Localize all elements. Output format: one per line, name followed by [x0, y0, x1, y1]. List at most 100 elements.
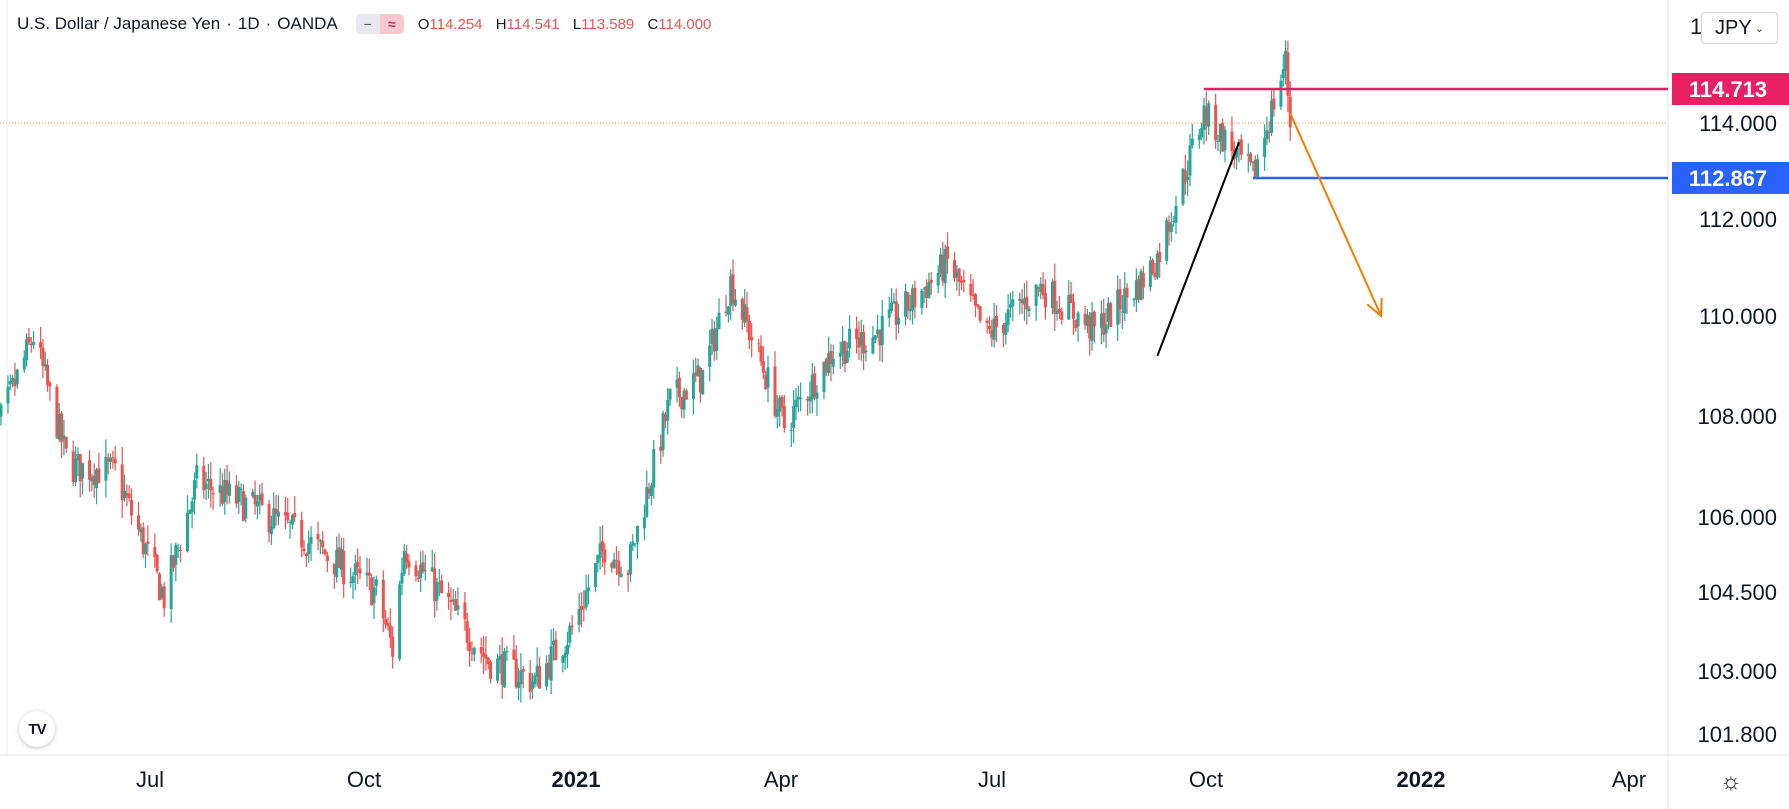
- support-price-tag[interactable]: [1672, 162, 1789, 194]
- candle-body: [192, 480, 196, 500]
- candle-body: [225, 480, 229, 495]
- candle-body: [190, 501, 194, 513]
- candle-body: [57, 413, 61, 440]
- candle-body: [339, 548, 343, 570]
- candle-body: [482, 652, 486, 657]
- y-tick-label: 106.000: [1697, 505, 1777, 530]
- candle-body: [204, 483, 208, 489]
- candle-body: [829, 351, 833, 364]
- candle-body: [943, 248, 947, 284]
- candle-body: [1043, 292, 1047, 308]
- candle-body: [484, 654, 488, 659]
- candle-body: [845, 350, 849, 363]
- candle-body: [300, 519, 304, 548]
- candle-body: [25, 339, 29, 361]
- candle-body: [894, 301, 898, 325]
- gear-icon[interactable]: ☼: [1720, 768, 1742, 795]
- tradingview-logo-icon[interactable]: TV: [19, 711, 55, 747]
- candle-body: [39, 342, 43, 348]
- candle-body: [293, 512, 297, 518]
- candle-body: [370, 577, 374, 606]
- x-tick-label: Apr: [764, 767, 798, 792]
- candle-body: [584, 590, 588, 608]
- candle-body: [764, 374, 768, 390]
- candle-body: [1123, 288, 1127, 314]
- candle-body: [1167, 222, 1171, 232]
- candle-body: [642, 517, 646, 529]
- resistance-price-tag[interactable]: [1672, 73, 1789, 105]
- candle-body: [1039, 283, 1043, 293]
- candle-body: [659, 446, 663, 452]
- candle-body: [220, 486, 224, 504]
- candle-body: [414, 565, 418, 577]
- candle-body: [936, 273, 940, 286]
- candle-body: [619, 573, 623, 577]
- candle-body: [32, 341, 36, 346]
- y-tick-label: 108.000: [1697, 404, 1777, 429]
- resistance-price-label: 114.713: [1689, 77, 1767, 102]
- candle-body: [1125, 287, 1129, 298]
- candle-body: [169, 555, 173, 609]
- candle-body: [15, 369, 19, 384]
- candle-body: [342, 550, 346, 585]
- candle-body: [463, 602, 467, 620]
- low-label: L: [572, 15, 582, 33]
- candle-body: [878, 330, 882, 346]
- candle-body: [512, 649, 516, 660]
- candle-body: [631, 541, 635, 546]
- wave-icon[interactable]: ≈: [379, 14, 404, 34]
- candle-body: [244, 497, 248, 519]
- candle-body: [848, 328, 852, 349]
- candle-body: [349, 581, 353, 583]
- candle-body: [747, 320, 751, 341]
- candle-body: [155, 554, 159, 572]
- currency-selector[interactable]: JPY ⌄: [1701, 12, 1778, 44]
- candle-body: [957, 268, 961, 282]
- candle-body: [1083, 313, 1087, 325]
- candle-body: [269, 526, 273, 534]
- candle-body: [1197, 134, 1201, 140]
- symbol-header: U.S. Dollar / Japanese Yen · 1D · OANDA …: [17, 12, 720, 36]
- candle-body: [663, 414, 667, 422]
- candle-body: [780, 396, 784, 408]
- candle-body: [962, 279, 966, 283]
- candle-body: [990, 329, 994, 338]
- candle-body: [1057, 308, 1061, 313]
- candle-body: [1011, 299, 1015, 307]
- candle-body: [1288, 96, 1292, 128]
- projection-arrow[interactable]: [1289, 113, 1383, 317]
- candle-body: [323, 549, 327, 555]
- x-tick-label: 2021: [552, 767, 601, 792]
- trend-line[interactable]: [1156, 142, 1240, 357]
- candle-body: [813, 373, 817, 398]
- candle-body: [111, 457, 115, 459]
- close-label: C: [647, 15, 659, 33]
- candle-body: [307, 543, 311, 555]
- candle-body: [435, 581, 439, 601]
- candle-body: [29, 343, 33, 346]
- candle-body: [533, 675, 537, 685]
- candle-body: [628, 544, 632, 575]
- candle-body: [95, 469, 99, 488]
- candle-body: [1186, 176, 1190, 181]
- candle-body: [309, 536, 313, 544]
- minus-icon[interactable]: −: [355, 14, 380, 34]
- candle-body: [41, 347, 45, 366]
- candle-body: [647, 489, 651, 494]
- candle-body: [55, 386, 59, 438]
- symbol-name[interactable]: U.S. Dollar / Japanese Yen: [17, 14, 221, 33]
- candle-body: [1169, 224, 1173, 233]
- candle-body: [48, 382, 52, 387]
- legend-toggles: − ≈: [355, 14, 404, 34]
- candle-body: [887, 309, 891, 318]
- interval-label[interactable]: 1D: [237, 14, 260, 33]
- candle-body: [188, 509, 192, 514]
- candle-body: [437, 583, 441, 585]
- candle-body: [456, 605, 460, 610]
- candle-body: [1253, 160, 1257, 177]
- candle-body: [500, 654, 504, 685]
- x-tick-label: Jul: [978, 767, 1006, 792]
- candle-body: [1207, 103, 1211, 127]
- candle-body: [600, 541, 604, 552]
